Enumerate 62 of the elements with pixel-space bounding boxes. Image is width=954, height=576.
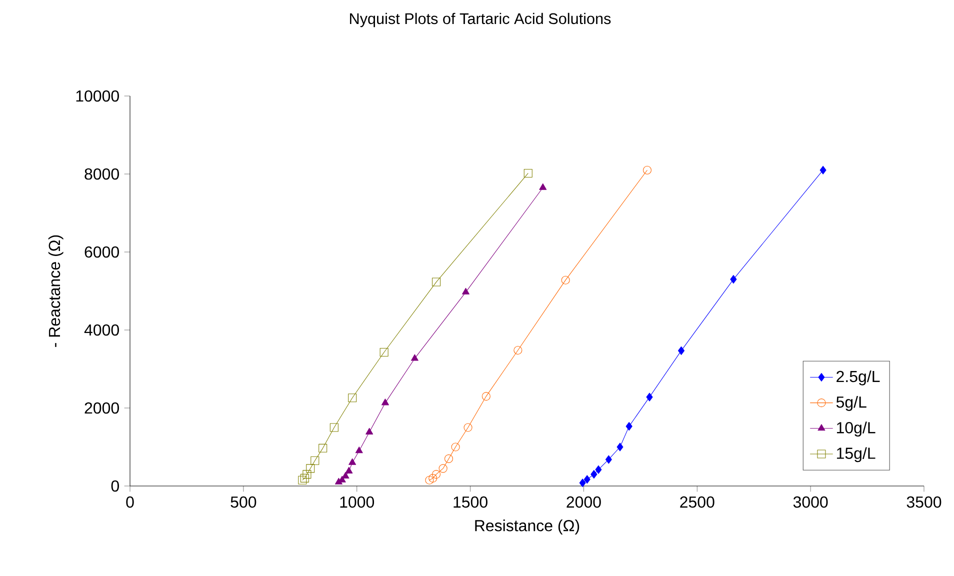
point	[432, 470, 441, 479]
point	[820, 166, 826, 174]
point	[616, 442, 624, 452]
point	[425, 476, 434, 484]
x-tick-label: 2000	[566, 496, 601, 508]
point	[428, 474, 438, 482]
point	[539, 183, 547, 190]
point	[306, 464, 315, 473]
point	[561, 276, 570, 284]
point	[318, 444, 328, 452]
point	[646, 392, 653, 402]
legend-label: 10g/L	[836, 422, 876, 437]
chart-title: Nyquist Plots of Tartaric Acid Solutions	[350, 12, 611, 28]
y-tick-label: 4000	[84, 324, 119, 336]
point	[626, 422, 632, 431]
point	[438, 464, 448, 473]
point	[330, 423, 338, 432]
point	[579, 478, 586, 488]
y-tick-label: 2000	[84, 402, 119, 414]
point	[462, 288, 470, 294]
point	[348, 394, 357, 402]
y-axis-title: - Reactance (Ω)	[48, 235, 64, 347]
point	[514, 346, 522, 355]
y-tick-label: 6000	[84, 246, 119, 258]
x-tick-label: 2500	[680, 496, 714, 508]
point	[380, 348, 388, 356]
point	[355, 446, 363, 454]
x-tick-label: 1500	[454, 496, 488, 508]
point	[366, 428, 374, 434]
point	[300, 474, 309, 482]
point	[524, 168, 532, 178]
point	[381, 398, 389, 406]
y-tick-label: 0	[111, 480, 119, 492]
x-tick-label: 500	[230, 496, 256, 508]
legend-label: 15g/L	[836, 447, 876, 462]
point	[678, 346, 685, 355]
point	[444, 454, 454, 463]
x-tick-label: 3000	[793, 496, 828, 508]
y-tick-label: 8000	[84, 168, 119, 180]
point	[642, 166, 652, 174]
point	[451, 442, 460, 452]
point	[298, 476, 307, 484]
x-tick-label: 0	[126, 496, 134, 508]
point	[584, 475, 590, 484]
legend-label: 2.5g/L	[836, 370, 880, 386]
point	[482, 392, 490, 401]
point	[410, 354, 418, 361]
point	[595, 465, 602, 474]
point	[590, 470, 598, 479]
point	[342, 472, 350, 479]
point	[464, 423, 472, 432]
point	[730, 275, 737, 284]
point	[432, 278, 441, 286]
legend-label: 5g/L	[836, 396, 866, 411]
point	[345, 466, 353, 474]
x-tick-label: 1000	[340, 496, 374, 508]
point	[605, 455, 612, 464]
point	[310, 456, 320, 465]
point	[348, 458, 356, 465]
x-tick-label: 3500	[906, 496, 942, 508]
y-tick-label: 10000	[76, 90, 119, 102]
x-axis-title: Resistance (Ω)	[475, 520, 580, 534]
